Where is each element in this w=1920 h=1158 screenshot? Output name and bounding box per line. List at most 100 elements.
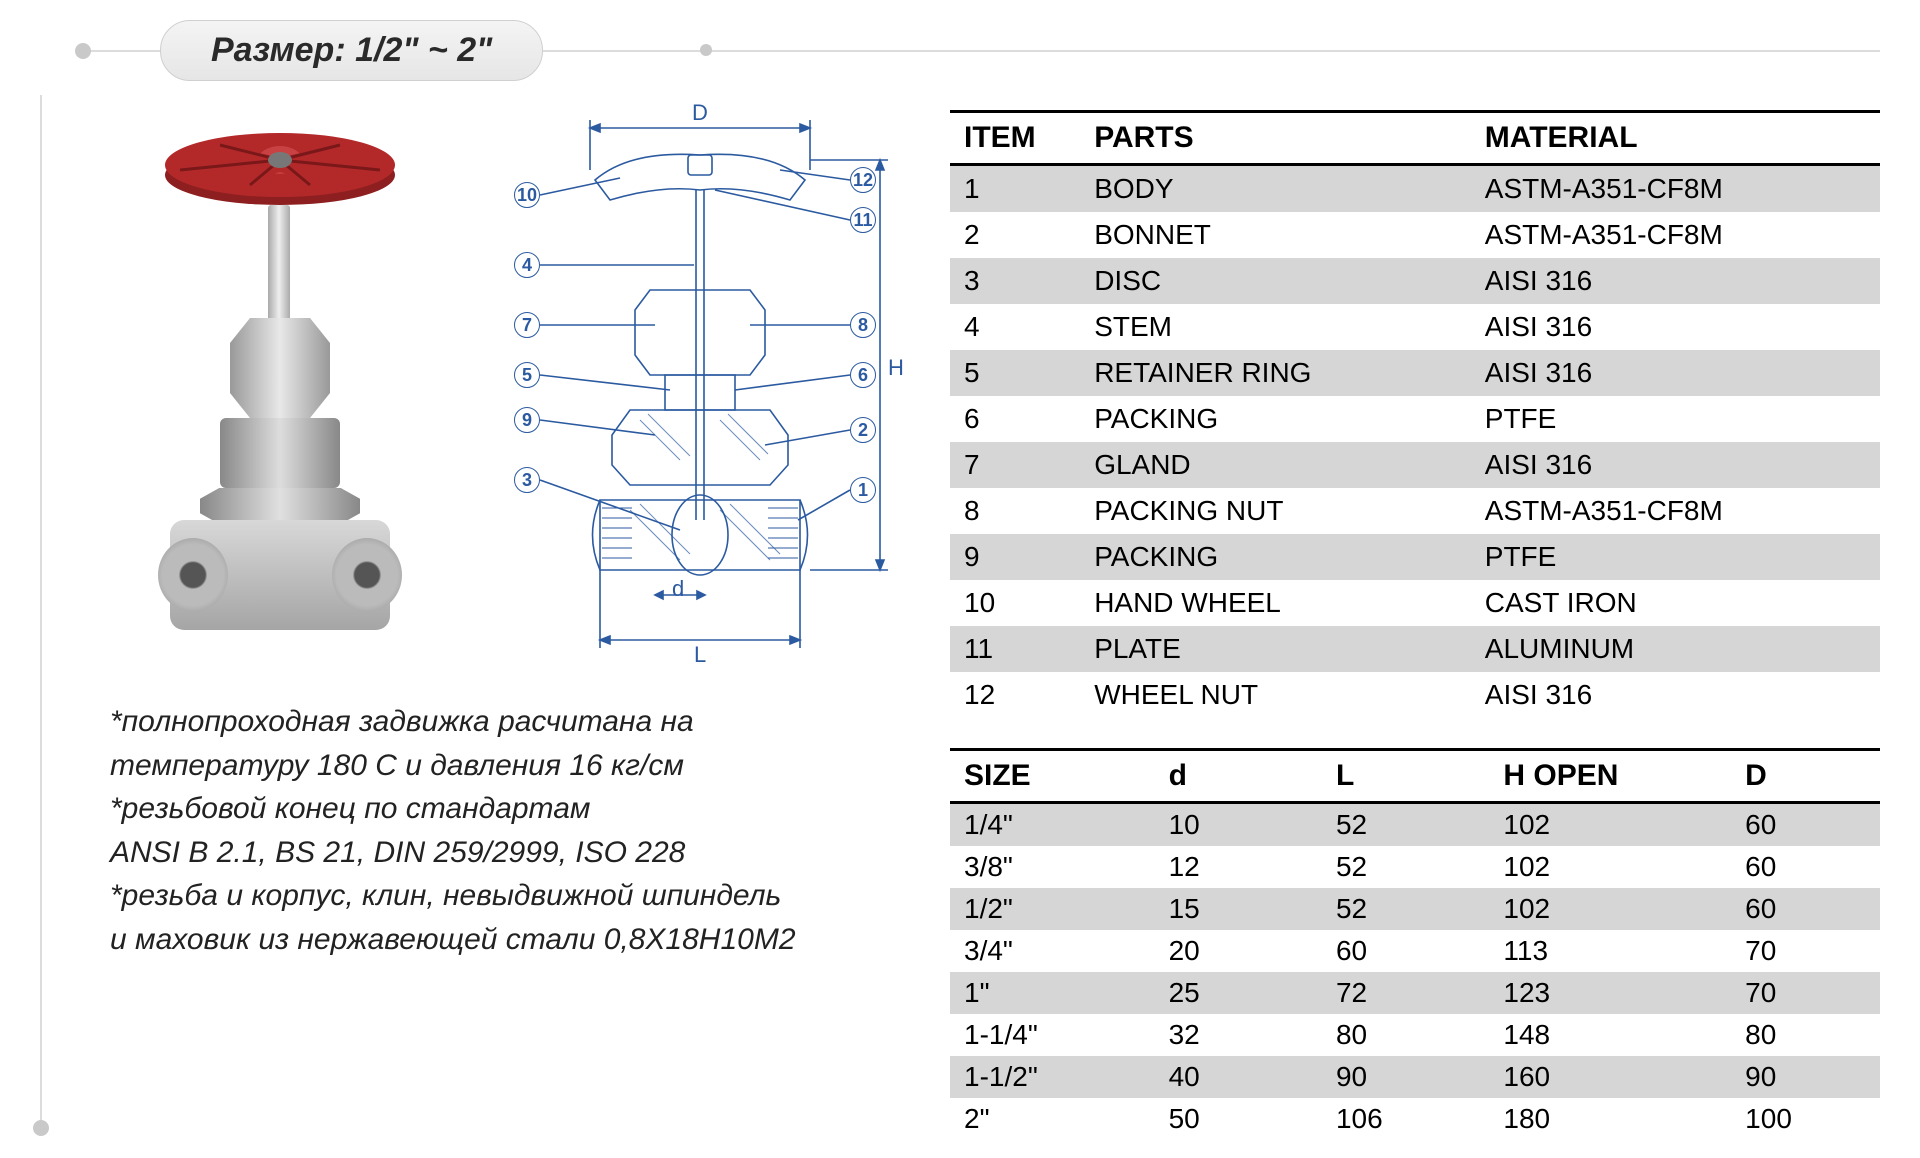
table-row: 1/2"155210260 bbox=[950, 888, 1880, 930]
table-row: 1/4"105210260 bbox=[950, 803, 1880, 847]
parts-cell-parts: HAND WHEEL bbox=[1080, 580, 1471, 626]
parts-header-item: ITEM bbox=[950, 112, 1080, 165]
size-cell-d: 40 bbox=[1155, 1056, 1322, 1098]
size-cell-size: 3/8" bbox=[950, 846, 1155, 888]
handwheel-icon bbox=[160, 120, 400, 210]
parts-cell-item: 11 bbox=[950, 626, 1080, 672]
parts-cell-item: 3 bbox=[950, 258, 1080, 304]
parts-cell-parts: STEM bbox=[1080, 304, 1471, 350]
size-cell-L: 52 bbox=[1322, 846, 1489, 888]
parts-cell-material: PTFE bbox=[1471, 534, 1880, 580]
parts-cell-item: 5 bbox=[950, 350, 1080, 396]
size-cell-L: 80 bbox=[1322, 1014, 1489, 1056]
table-row: 3DISCAISI 316 bbox=[950, 258, 1880, 304]
size-header-row: SIZE d L H OPEN D bbox=[950, 750, 1880, 803]
valve-packnut bbox=[220, 418, 340, 488]
table-row: 4STEMAISI 316 bbox=[950, 304, 1880, 350]
valve-stem bbox=[268, 205, 290, 325]
size-cell-D: 60 bbox=[1731, 803, 1880, 847]
size-cell-size: 1/2" bbox=[950, 888, 1155, 930]
table-row: 1"257212370 bbox=[950, 972, 1880, 1014]
size-cell-D: 90 bbox=[1731, 1056, 1880, 1098]
parts-cell-item: 12 bbox=[950, 672, 1080, 718]
parts-cell-item: 9 bbox=[950, 534, 1080, 580]
header: Размер: 1/2" ~ 2" bbox=[40, 20, 1880, 80]
note-line: *резьбовой конец по стандартам bbox=[110, 787, 910, 831]
size-cell-H: 123 bbox=[1489, 972, 1731, 1014]
parts-cell-material: AISI 316 bbox=[1471, 672, 1880, 718]
size-cell-D: 70 bbox=[1731, 972, 1880, 1014]
note-line: температуру 180 С и давления 16 кг/см bbox=[110, 744, 910, 788]
size-cell-H: 148 bbox=[1489, 1014, 1731, 1056]
parts-cell-item: 6 bbox=[950, 396, 1080, 442]
size-header-D: D bbox=[1731, 750, 1880, 803]
size-header-size: SIZE bbox=[950, 750, 1155, 803]
table-row: 1-1/2"409016090 bbox=[950, 1056, 1880, 1098]
valve-port-left bbox=[158, 538, 228, 612]
parts-cell-material: AISI 316 bbox=[1471, 258, 1880, 304]
table-row: 1BODYASTM-A351-CF8M bbox=[950, 165, 1880, 213]
side-dot bbox=[33, 1120, 49, 1136]
size-cell-L: 60 bbox=[1322, 930, 1489, 972]
parts-cell-item: 4 bbox=[950, 304, 1080, 350]
header-dot bbox=[700, 44, 712, 56]
size-cell-d: 25 bbox=[1155, 972, 1322, 1014]
callout-2: 2 bbox=[850, 417, 876, 443]
parts-cell-item: 1 bbox=[950, 165, 1080, 213]
valve-flange bbox=[200, 488, 360, 524]
notes-block: *полнопроходная задвижка расчитана на те… bbox=[100, 680, 920, 961]
callout-7: 7 bbox=[514, 312, 540, 338]
valve-port-right bbox=[332, 538, 402, 612]
size-cell-d: 15 bbox=[1155, 888, 1322, 930]
size-cell-size: 1-1/4" bbox=[950, 1014, 1155, 1056]
table-row: 6PACKINGPTFE bbox=[950, 396, 1880, 442]
parts-cell-parts: BODY bbox=[1080, 165, 1471, 213]
callout-3: 3 bbox=[514, 467, 540, 493]
table-row: 3/8"125210260 bbox=[950, 846, 1880, 888]
dim-d: d bbox=[672, 576, 684, 602]
images-row: D H L d 10 4 7 5 9 3 12 11 8 6 2 1 bbox=[100, 100, 920, 680]
size-cell-H: 102 bbox=[1489, 888, 1731, 930]
size-cell-L: 52 bbox=[1322, 803, 1489, 847]
parts-header-row: ITEM PARTS MATERIAL bbox=[950, 112, 1880, 165]
callout-1: 1 bbox=[850, 477, 876, 503]
table-row: 11PLATEALUMINUM bbox=[950, 626, 1880, 672]
parts-header-parts: PARTS bbox=[1080, 112, 1471, 165]
parts-cell-parts: DISC bbox=[1080, 258, 1471, 304]
note-line: ANSI B 2.1, BS 21, DIN 259/2999, ISO 228 bbox=[110, 831, 910, 875]
page-title: Размер: 1/2" ~ 2" bbox=[160, 20, 543, 81]
parts-cell-item: 2 bbox=[950, 212, 1080, 258]
parts-cell-parts: PACKING NUT bbox=[1080, 488, 1471, 534]
parts-cell-parts: RETAINER RING bbox=[1080, 350, 1471, 396]
table-row: 2"50106180100 bbox=[950, 1098, 1880, 1140]
parts-cell-material: ALUMINUM bbox=[1471, 626, 1880, 672]
parts-cell-parts: WHEEL NUT bbox=[1080, 672, 1471, 718]
diagram-svg bbox=[480, 100, 910, 660]
table-row: 8PACKING NUTASTM-A351-CF8M bbox=[950, 488, 1880, 534]
callout-6: 6 bbox=[850, 362, 876, 388]
size-table: SIZE d L H OPEN D 1/4"1052102603/8"12521… bbox=[950, 748, 1880, 1140]
parts-cell-parts: GLAND bbox=[1080, 442, 1471, 488]
size-cell-H: 102 bbox=[1489, 803, 1731, 847]
table-row: 2BONNETASTM-A351-CF8M bbox=[950, 212, 1880, 258]
callout-4: 4 bbox=[514, 252, 540, 278]
size-cell-d: 50 bbox=[1155, 1098, 1322, 1140]
parts-cell-material: ASTM-A351-CF8M bbox=[1471, 212, 1880, 258]
size-header-L: L bbox=[1322, 750, 1489, 803]
table-row: 5RETAINER RINGAISI 316 bbox=[950, 350, 1880, 396]
parts-cell-item: 10 bbox=[950, 580, 1080, 626]
right-column: ITEM PARTS MATERIAL 1BODYASTM-A351-CF8M2… bbox=[950, 100, 1880, 1140]
size-cell-D: 70 bbox=[1731, 930, 1880, 972]
size-cell-d: 12 bbox=[1155, 846, 1322, 888]
valve-diagram: D H L d 10 4 7 5 9 3 12 11 8 6 2 1 bbox=[480, 100, 910, 660]
parts-cell-item: 8 bbox=[950, 488, 1080, 534]
dim-D: D bbox=[692, 100, 708, 126]
size-cell-H: 160 bbox=[1489, 1056, 1731, 1098]
table-row: 3/4"206011370 bbox=[950, 930, 1880, 972]
note-line: *полнопроходная задвижка расчитана на bbox=[110, 700, 910, 744]
size-cell-size: 1" bbox=[950, 972, 1155, 1014]
valve-photo bbox=[100, 100, 460, 660]
callout-12: 12 bbox=[850, 167, 876, 193]
parts-table: ITEM PARTS MATERIAL 1BODYASTM-A351-CF8M2… bbox=[950, 110, 1880, 718]
size-cell-D: 100 bbox=[1731, 1098, 1880, 1140]
